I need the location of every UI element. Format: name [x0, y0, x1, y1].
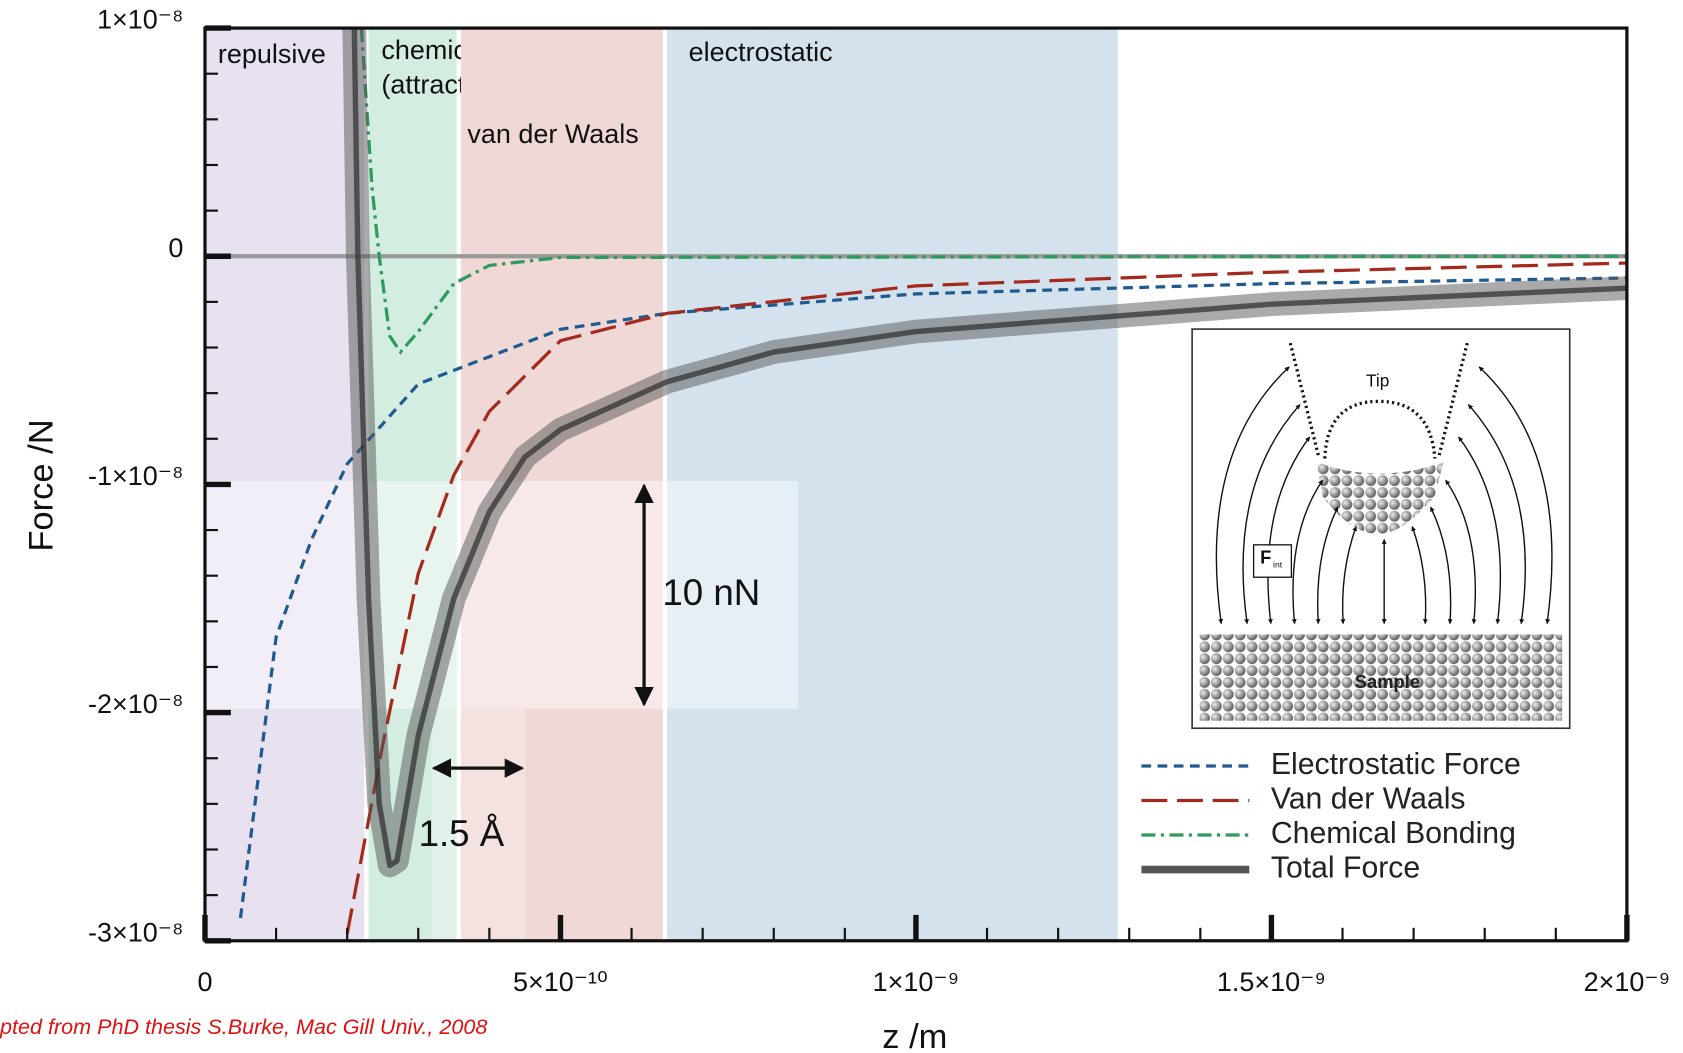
x-tick-label: 1×10⁻⁹	[873, 967, 960, 997]
field-line	[1291, 479, 1324, 625]
force-box	[1252, 544, 1293, 578]
sample-label: Sample	[1355, 671, 1420, 692]
field-line	[1340, 526, 1357, 625]
x-tick-label: 2×10⁻⁹	[1584, 967, 1671, 997]
field-lines-right	[1411, 366, 1553, 625]
y-tick-label: -3×10⁻⁸	[88, 917, 183, 947]
series-line	[351, 28, 1627, 869]
x-tick-label: 1.5×10⁻⁹	[1217, 967, 1326, 997]
field-line	[1458, 436, 1502, 625]
axes: 1×10⁻⁸ 0 -1×10⁻⁸ -2×10⁻⁸ -3×10⁻⁸ 0 5×10⁻¹⁰ 1×10…	[88, 5, 1670, 997]
sample-atoms	[1199, 634, 1563, 721]
y-tick-label: 0	[168, 233, 183, 263]
region-label: electrostatic	[689, 37, 833, 67]
series-line	[238, 276, 1627, 919]
field-line	[1242, 404, 1301, 625]
series-line	[359, 28, 1627, 355]
x-tick-label: 0	[197, 967, 212, 997]
annotation-arrows: 10 nN 1.5 Å	[419, 483, 760, 854]
region-label: repulsive	[218, 39, 326, 69]
field-lines	[1215, 366, 1553, 625]
legend-label: Electrostatic Force	[1271, 748, 1521, 781]
field-line	[1267, 436, 1311, 625]
annotation-1-5a: 1.5 Å	[419, 813, 505, 854]
series-line	[345, 261, 1627, 935]
highlight-box	[204, 481, 799, 709]
regions: repulsive chemical(attractive)van der Waa…	[204, 28, 1118, 941]
force-label: F	[1260, 547, 1271, 568]
y-tick-label: 1×10⁻⁸	[97, 5, 183, 35]
field-line	[1429, 506, 1453, 625]
x-axis-title: z /m	[882, 1018, 947, 1053]
x-tick-label: 5×10⁻¹⁰	[513, 967, 608, 997]
y-tick-label: -2×10⁻⁸	[88, 689, 183, 719]
y-tick-label: -1×10⁻⁸	[88, 461, 183, 491]
credit: pted from PhD thesis S.Burke, Mac Gill U…	[0, 1014, 487, 1039]
field-line	[1215, 366, 1290, 625]
region-band	[667, 28, 1118, 941]
annotation-10nn: 10 nN	[662, 572, 760, 613]
field-line	[1411, 526, 1428, 625]
legend-label: Total Force	[1271, 852, 1420, 885]
region-label: van der Waals	[467, 119, 638, 149]
lines	[204, 28, 1627, 935]
field-line	[1467, 404, 1526, 625]
tip-label: Tip	[1366, 370, 1389, 390]
legend-label: Van der Waals	[1271, 783, 1466, 816]
field-line	[1445, 479, 1477, 625]
highlight-overlay	[204, 481, 799, 941]
inset: Tip F int Sample	[1191, 328, 1571, 730]
field-line	[1315, 506, 1339, 625]
y-axis-title: Force /N	[22, 419, 60, 551]
tip-atoms	[1316, 461, 1444, 535]
field-line	[1478, 366, 1553, 625]
region-band	[204, 28, 365, 941]
highlight-column	[431, 708, 526, 941]
force-subscript: int	[1273, 560, 1283, 570]
field-lines-left	[1215, 366, 1357, 625]
legend-label: Chemical Bonding	[1271, 817, 1516, 850]
